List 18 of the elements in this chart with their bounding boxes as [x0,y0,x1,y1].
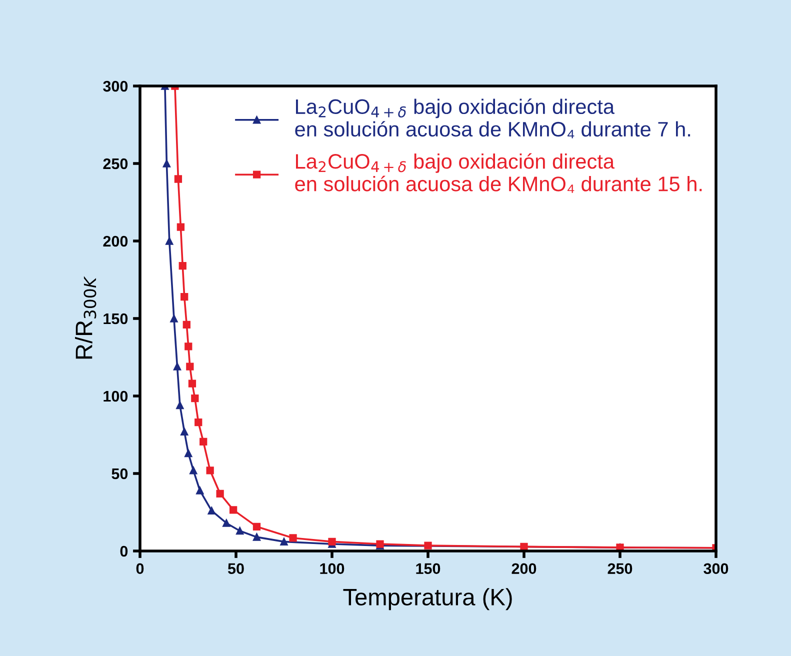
x-tick-label: 300 [704,563,728,574]
x-tick-label: 100 [320,563,344,574]
legend-label: La$_{2}$CuO$_{4+δ}$ bajo oxidación directa en solución acuosa de KMnO₄ durante 7 h. [295,98,690,138]
x-tick-label: 50 [228,563,244,574]
y-tick-label: 250 [103,158,128,170]
x-tick-label: 150 [416,563,440,574]
y-axis-title: R/R$_{300K}$ [75,276,96,359]
x-tick-label: 250 [608,563,632,574]
y-tick-label: 150 [104,313,128,324]
legend-label: La$_{2}$CuO$_{4+δ}$ bajo oxidación directa en solución acuosa de KMnO₄ durante 15 h. [295,153,702,193]
y-tick-label: 50 [112,468,128,480]
x-tick-label: 200 [512,563,536,574]
y-tick-label: 100 [104,390,128,402]
x-axis-title: Temperatura (K) [343,588,512,610]
y-tick-label: 200 [103,236,128,247]
y-tick-label: 300 [103,80,128,92]
x-tick-label: 0 [136,563,144,574]
y-tick-label: 0 [120,546,128,557]
